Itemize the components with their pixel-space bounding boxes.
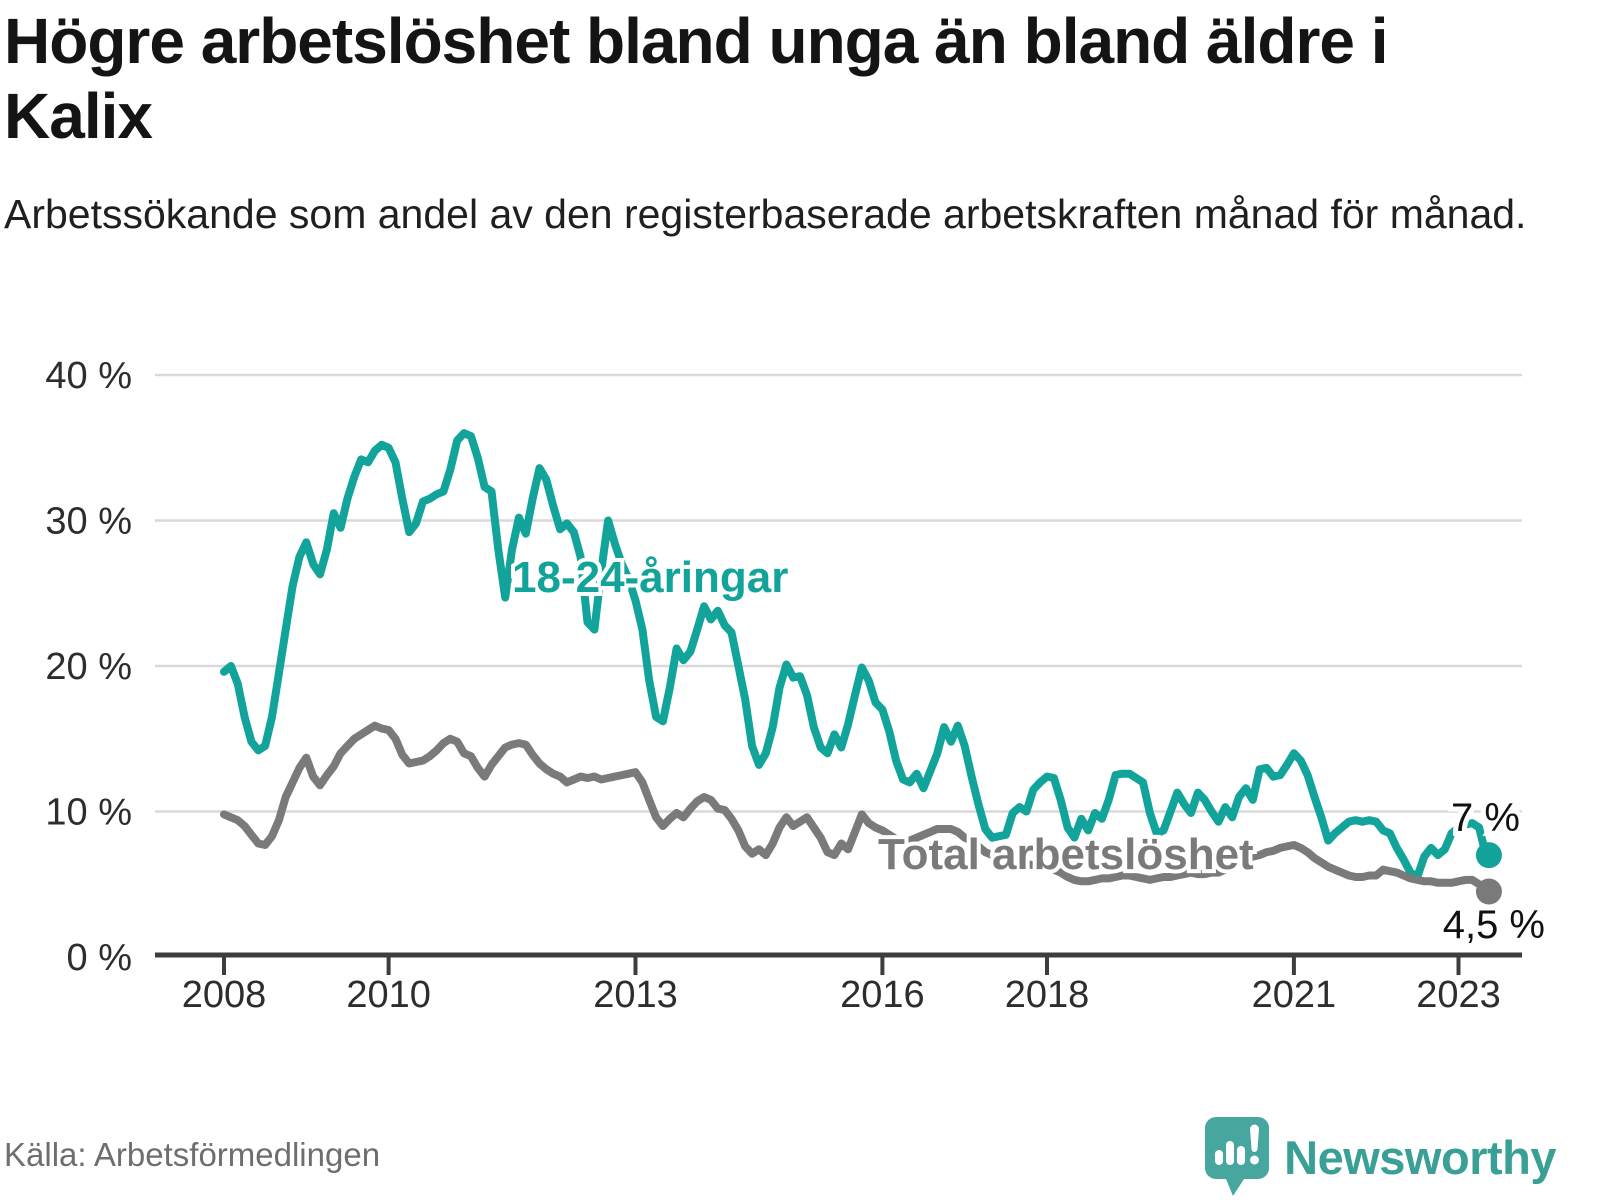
x-axis-label-2018: 2018 [1005, 974, 1090, 1016]
chart-bubble-icon [1205, 1117, 1270, 1196]
x-axis-label-2021: 2021 [1252, 974, 1337, 1016]
y-axis-label-10: 10 % [45, 792, 132, 834]
brand-name: Newsworthy [1284, 1130, 1556, 1184]
end-value-label-young: 7 % [1451, 796, 1520, 840]
series-label-total: Total arbetslöshet [878, 830, 1254, 879]
x-axis-label-2016: 2016 [840, 974, 925, 1016]
y-axis-label-30: 30 % [45, 501, 132, 543]
series-line-young [220, 429, 1490, 881]
series-line-total [220, 721, 1490, 896]
series-label-young: 18-24-åringar [512, 553, 788, 602]
y-axis-label-20: 20 % [45, 646, 132, 688]
x-axis-label-2008: 2008 [182, 974, 267, 1016]
series-end-dot-young [1475, 842, 1502, 869]
chart-subtitle: Arbetssökande som andel av den registerb… [4, 191, 1527, 237]
y-axis-label-0: 0 % [67, 937, 132, 979]
x-axis-label-2023: 2023 [1416, 974, 1501, 1016]
end-value-label-total: 4,5 % [1443, 903, 1545, 947]
series-end-dot-total [1475, 878, 1502, 905]
y-axis-label-40: 40 % [45, 355, 132, 397]
x-axis-label-2013: 2013 [593, 974, 678, 1016]
chart-title: Högre arbetslöshet bland unga än bland ä… [4, 5, 1389, 152]
x-axis-label-2010: 2010 [346, 974, 431, 1016]
source-note: Källa: Arbetsförmedlingen [4, 1136, 381, 1173]
newsworthy-logo: Newsworthy [1204, 1116, 1556, 1198]
